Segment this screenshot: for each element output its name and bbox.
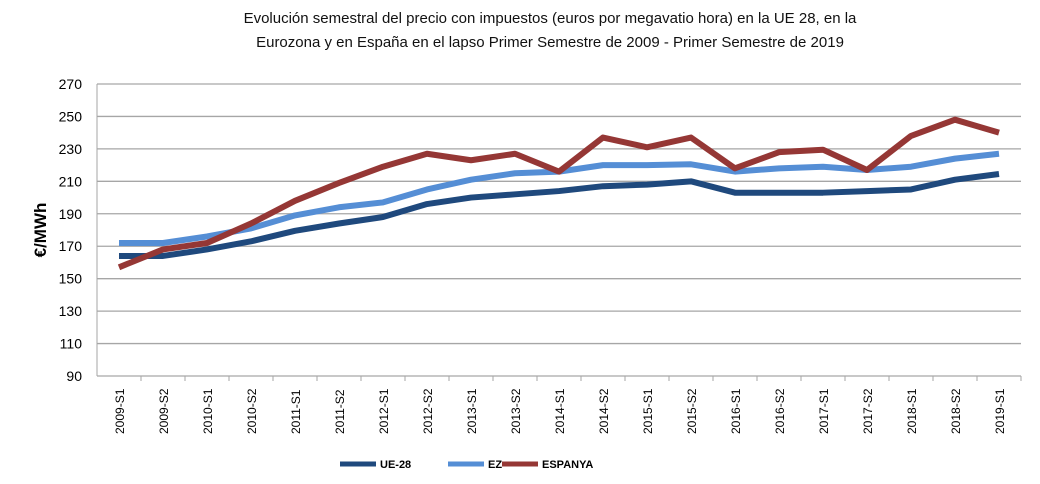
y-tick-label: 230: [59, 141, 83, 157]
series-line-ue-28: [119, 171, 1000, 259]
x-tick-label: 2015-S2: [685, 388, 699, 434]
x-tick-label: 2010-S1: [201, 388, 215, 434]
x-tick-label: 2013-S1: [465, 388, 479, 434]
legend-label: UE-28: [380, 459, 411, 471]
y-tick-label: 250: [59, 108, 83, 124]
x-tick-label: 2017-S1: [817, 388, 831, 434]
y-tick-label: 190: [59, 206, 83, 222]
x-tick-label: 2013-S2: [509, 388, 523, 434]
x-tick-label: 2019-S1: [993, 388, 1007, 434]
x-tick-label: 2017-S2: [861, 388, 875, 434]
x-tick-label: 2009-S2: [157, 388, 171, 434]
x-tick-label: 2016-S1: [729, 388, 743, 434]
legend-label: ESPANYA: [542, 459, 593, 471]
x-tick-label: 2014-S2: [597, 388, 611, 434]
y-tick-label: 270: [59, 76, 83, 92]
x-tick-label: 2012-S2: [421, 388, 435, 434]
y-tick-label: 150: [59, 271, 83, 287]
x-tick-label: 2012-S1: [377, 388, 391, 434]
y-tick-label: 110: [60, 336, 83, 352]
x-tick-label: 2009-S1: [113, 388, 127, 434]
y-tick-label: 210: [59, 173, 83, 189]
legend-label: EZ: [488, 459, 502, 471]
x-tick-label: 2015-S1: [641, 388, 655, 434]
chart-title-line2: Eurozona y en España en el lapso Primer …: [256, 34, 844, 51]
x-tick-label: 2011-S1: [289, 389, 303, 434]
y-tick-label: 90: [66, 368, 82, 384]
y-axis-label: €/MWh: [31, 203, 50, 258]
y-tick-label: 170: [59, 238, 83, 254]
x-tick-label: 2018-S1: [905, 388, 919, 434]
x-tick-label: 2018-S2: [949, 388, 963, 434]
x-tick-label: 2010-S2: [245, 388, 259, 434]
x-tick-label: 2011-S2: [333, 389, 347, 434]
chart-title-line1: Evolución semestral del precio con impue…: [243, 10, 857, 27]
x-tick-label: 2014-S1: [553, 388, 567, 434]
series-line-espanya: [117, 116, 1000, 271]
x-tick-label: 2016-S2: [773, 388, 787, 434]
y-tick-label: 130: [59, 303, 83, 319]
